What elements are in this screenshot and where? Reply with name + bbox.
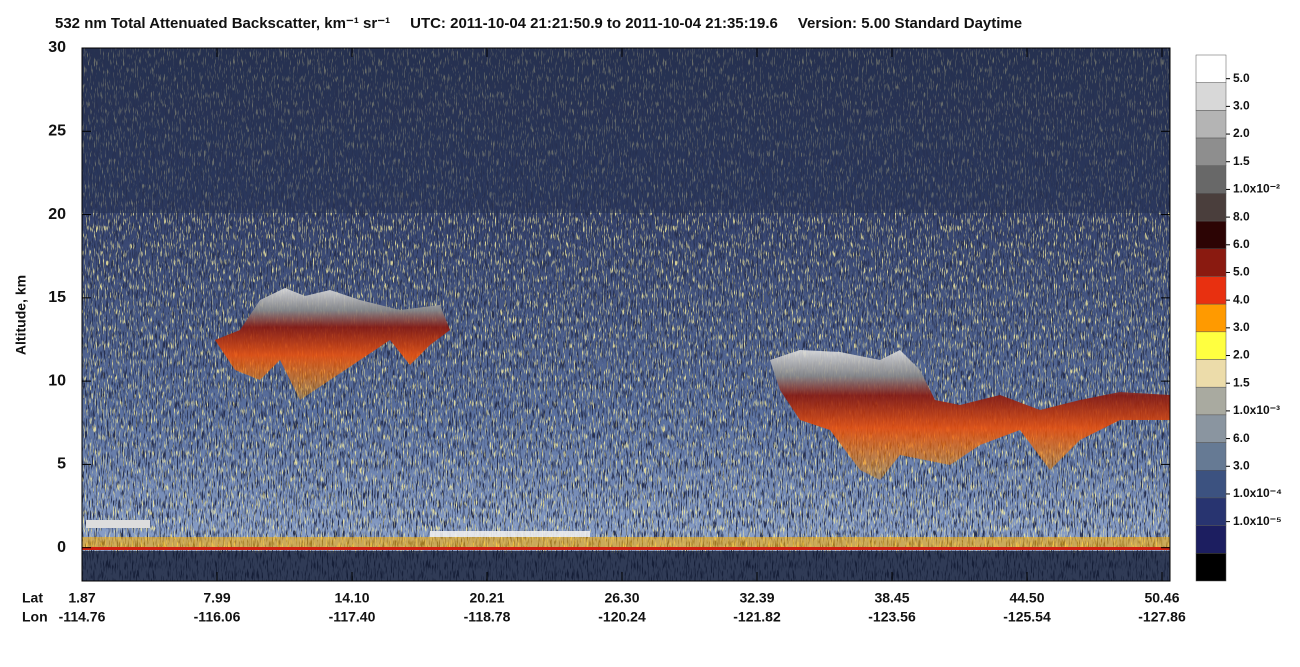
y-tick-label: 25 [48, 123, 66, 140]
plot-image [82, 48, 1170, 581]
colorbar-swatch [1195, 359, 1227, 388]
y-tick-label: 0 [57, 539, 66, 556]
y-axis-label: Altitude, km [13, 275, 29, 355]
colorbar-swatch [1195, 248, 1227, 277]
colorbar-label: 5.0 [1233, 265, 1250, 279]
colorbar-label: 2.0 [1233, 348, 1250, 362]
yellow-speckle [82, 213, 1170, 553]
lat-tick-label: 1.87 [68, 590, 95, 606]
colorbar-swatch [1195, 82, 1227, 111]
title-utc: UTC: 2011-10-04 21:21:50.9 to 2011-10-04… [410, 15, 778, 32]
colorbar: 5.0 3.0 2.0 1.5 1.0x10⁻² 8.0 6.0 5.0 4.0 3.0 2.0 1.… [1195, 54, 1282, 582]
surface [82, 547, 1170, 550]
colorbar-label: 4.0 [1233, 292, 1250, 306]
lon-tick-label: -116.06 [194, 609, 241, 625]
cloud [215, 288, 450, 400]
y-tick-label: 30 [48, 39, 66, 56]
colorbar-label: 3.0 [1233, 320, 1250, 334]
cloud [770, 350, 1170, 480]
lat-tick-label: 26.30 [604, 590, 639, 606]
title-version: Version: 5.00 Standard Daytime [798, 15, 1022, 32]
lon-tick-label: -123.56 [868, 609, 916, 625]
lon-tick-label: -125.54 [1003, 609, 1051, 625]
lat-tick-label: 38.45 [874, 590, 909, 606]
lon-tick-label: -127.86 [1138, 609, 1186, 625]
colorbar-swatch [1195, 331, 1227, 360]
lon-tick-label: -121.82 [733, 609, 781, 625]
x-row-label: Lon [22, 609, 48, 625]
low-cloud [430, 531, 590, 537]
subsurface [82, 551, 1170, 581]
lon-tick-label: -118.78 [464, 609, 511, 625]
y-tick-label: 10 [48, 372, 66, 389]
colorbar-swatch [1195, 414, 1227, 443]
colorbar-label: 3.0 [1233, 458, 1250, 472]
lat-tick-label: 50.46 [1144, 590, 1179, 606]
colorbar-swatch [1195, 525, 1227, 554]
colorbar-swatch [1195, 553, 1227, 582]
y-tick-label: 20 [48, 206, 66, 223]
colorbar-swatch [1195, 497, 1227, 526]
chart-title: 532 nm Total Attenuated Backscatter, km⁻… [55, 15, 1022, 32]
lon-tick-label: -114.76 [59, 609, 106, 625]
colorbar-swatch [1195, 470, 1227, 499]
colorbar-label: 1.0x10⁻⁵ [1233, 514, 1282, 528]
colorbar-label: 1.0x10⁻³ [1233, 403, 1280, 417]
colorbar-swatch [1195, 54, 1227, 83]
colorbar-swatch [1195, 193, 1227, 222]
colorbar-swatch [1195, 137, 1227, 166]
colorbar-label: 1.0x10⁻² [1233, 182, 1280, 196]
lon-tick-label: -120.24 [598, 609, 646, 625]
colorbar-label: 1.0x10⁻⁴ [1233, 486, 1282, 500]
plot-frame [81, 47, 1171, 582]
lat-tick-label: 32.39 [739, 590, 774, 606]
colorbar-label: 1.5 [1233, 375, 1250, 389]
low-cloud [86, 520, 150, 528]
lat-tick-label: 14.10 [334, 590, 369, 606]
colorbar-swatch [1195, 303, 1227, 333]
boundary-layer [82, 537, 1170, 549]
colorbar-label: 6.0 [1233, 431, 1250, 445]
colorbar-label: 1.5 [1233, 154, 1250, 168]
lon-tick-label: -117.40 [329, 609, 376, 625]
colorbar-swatch [1195, 165, 1227, 194]
colorbar-swatch [1195, 386, 1227, 416]
y-tick-label: 15 [48, 289, 66, 306]
colorbar-label: 6.0 [1233, 237, 1250, 251]
colorbar-label: 8.0 [1233, 209, 1250, 223]
title-main: 532 nm Total Attenuated Backscatter, km⁻… [55, 15, 390, 32]
colorbar-label: 3.0 [1233, 99, 1250, 113]
colorbar-label: 2.0 [1233, 126, 1250, 140]
lat-tick-label: 44.50 [1009, 590, 1044, 606]
colorbar-label: 5.0 [1233, 71, 1250, 85]
colorbar-swatch [1195, 110, 1227, 139]
lat-tick-label: 20.21 [469, 590, 504, 606]
colorbar-swatch [1195, 442, 1227, 471]
upper-speckle [82, 48, 1170, 213]
colorbar-swatch [1195, 276, 1227, 305]
colorbar-swatch [1195, 220, 1227, 250]
y-tick-label: 5 [57, 456, 66, 473]
x-row-label: Lat [22, 590, 43, 606]
lat-tick-label: 7.99 [203, 590, 230, 606]
